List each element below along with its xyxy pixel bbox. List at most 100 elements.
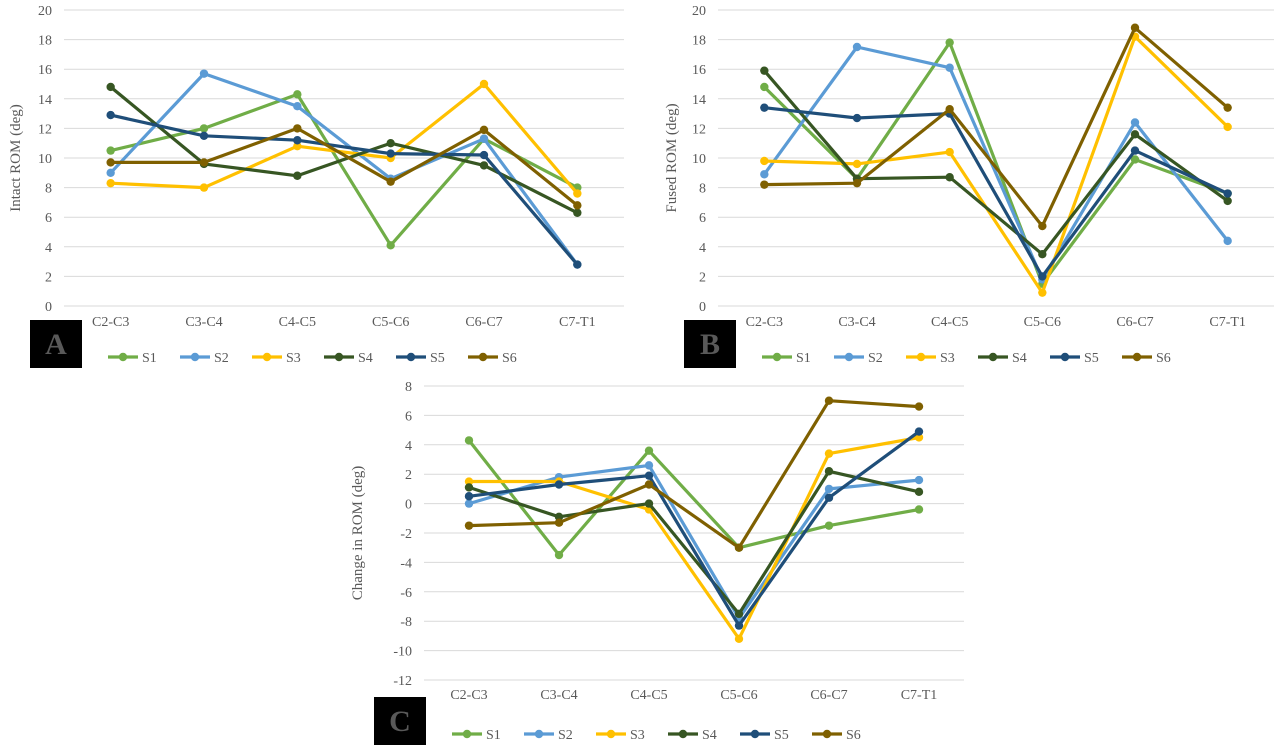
legend-label-s4: S4 [1012, 351, 1027, 366]
y-tick-label: 8 [699, 182, 706, 197]
data-point-s3 [106, 178, 115, 188]
legend-marker-s2 [534, 729, 544, 739]
data-point-s5 [293, 136, 302, 145]
series-line-s4 [467, 469, 921, 616]
legend-label-s2: S2 [558, 728, 573, 743]
y-tick-label: 4 [405, 439, 412, 454]
data-point-s5 [914, 427, 924, 436]
data-point-s5 [199, 131, 209, 140]
data-point-s6 [760, 180, 769, 189]
y-tick-label: 12 [692, 122, 706, 137]
y-tick-label: 18 [38, 34, 52, 49]
legend-label-s2: S2 [868, 351, 883, 366]
panel-label: C [389, 705, 411, 738]
panel-label-box [30, 320, 82, 368]
data-point-s1 [386, 241, 395, 250]
data-point-s5 [644, 471, 654, 480]
y-tick-label: 0 [45, 300, 52, 315]
y-tick-label: 10 [38, 152, 52, 167]
series-line-s6 [109, 126, 579, 207]
data-point-s3 [734, 634, 744, 644]
x-tick-label: C6-C7 [810, 688, 847, 703]
chart-panel-b: 0 2 4 6 8 10 12 14 16 18 20 C2-C3 C3-C4 C4-C5 C5-C6 C6-… [664, 4, 1274, 368]
y-axis-label: Fused ROM (deg) [664, 103, 680, 212]
y-tick-label: 8 [45, 182, 52, 197]
y-tick-label: 4 [699, 241, 706, 256]
data-point-s3 [1223, 122, 1232, 132]
y-tick-label: -2 [400, 527, 412, 542]
data-point-s1 [945, 38, 954, 47]
x-tick-label: C4-C5 [279, 315, 316, 330]
y-tick-label: -8 [400, 615, 412, 630]
data-point-s4 [554, 512, 564, 522]
legend-marker-s4 [334, 352, 344, 362]
data-point-s5 [464, 492, 474, 501]
data-point-s1 [824, 521, 834, 530]
legend-marker-s6 [1132, 352, 1142, 362]
data-point-s3 [824, 449, 834, 458]
y-tick-label: 2 [405, 468, 412, 483]
data-point-s2 [479, 134, 489, 143]
legend-marker-s5 [1060, 352, 1070, 362]
y-tick-label: 16 [38, 63, 52, 78]
series-line-s6 [762, 26, 1230, 228]
data-point-s6 [386, 177, 395, 186]
legend-label-s3: S3 [286, 351, 301, 366]
y-tick-label: 2 [699, 270, 706, 285]
y-tick-label: 6 [45, 211, 52, 226]
data-point-s6 [554, 518, 564, 527]
legend-label-s6: S6 [1156, 351, 1171, 366]
data-point-s4 [386, 139, 395, 148]
data-point-s3 [914, 433, 924, 442]
y-tick-label: 18 [692, 34, 706, 49]
data-point-s5 [573, 260, 582, 269]
x-tick-label: C2-C3 [746, 315, 783, 330]
y-tick-label: 14 [38, 93, 52, 108]
legend-marker-s1 [772, 352, 782, 362]
data-point-s5 [852, 113, 862, 123]
data-point-s3 [1038, 288, 1047, 297]
y-tick-label: -10 [393, 645, 412, 660]
x-tick-label: C5-C6 [372, 315, 409, 330]
data-point-s5 [386, 149, 395, 158]
data-point-s2 [106, 168, 115, 177]
data-point-s1 [644, 446, 654, 455]
y-tick-label: 2 [45, 270, 52, 285]
series-line-s4 [762, 69, 1230, 256]
data-point-s4 [644, 499, 654, 508]
data-point-s6 [734, 543, 744, 552]
data-point-s4 [1223, 196, 1232, 206]
legend-marker-s1 [462, 729, 472, 739]
data-point-s2 [1223, 236, 1232, 246]
legend-marker-s6 [822, 729, 832, 739]
data-point-s2 [644, 461, 654, 470]
series-line-s3 [762, 34, 1230, 295]
data-point-s2 [464, 499, 474, 508]
data-point-s1 [1130, 155, 1140, 164]
data-point-s6 [1038, 221, 1047, 231]
legend-marker-s5 [750, 729, 760, 739]
series-line-s1 [467, 438, 921, 557]
panel-label: B [700, 328, 720, 361]
x-tick-label: C4-C5 [931, 315, 968, 330]
series-line-s6 [467, 399, 921, 550]
chart-panel-c: -12 -10 -8 -6 -4 -2 0 2 4 6 8 C2-C3 C3-C4 C4-C5 C5-C6 C… [350, 380, 964, 745]
data-point-s1 [464, 436, 474, 445]
y-tick-label: 16 [692, 63, 706, 78]
data-point-s6 [945, 104, 954, 114]
legend-label-s5: S5 [1084, 351, 1099, 366]
data-point-s1 [199, 124, 209, 133]
data-point-s2 [914, 475, 924, 485]
data-point-s5 [1038, 272, 1047, 281]
data-point-s5 [734, 621, 744, 630]
data-point-s2 [293, 102, 302, 111]
data-point-s6 [644, 480, 654, 489]
data-point-s1 [914, 505, 924, 514]
data-point-s1 [554, 550, 564, 560]
data-point-s6 [573, 201, 582, 210]
y-tick-label: -4 [400, 556, 412, 571]
data-point-s1 [293, 90, 302, 99]
data-point-s5 [824, 493, 834, 502]
data-point-s3 [852, 159, 862, 169]
data-point-s6 [293, 124, 302, 133]
